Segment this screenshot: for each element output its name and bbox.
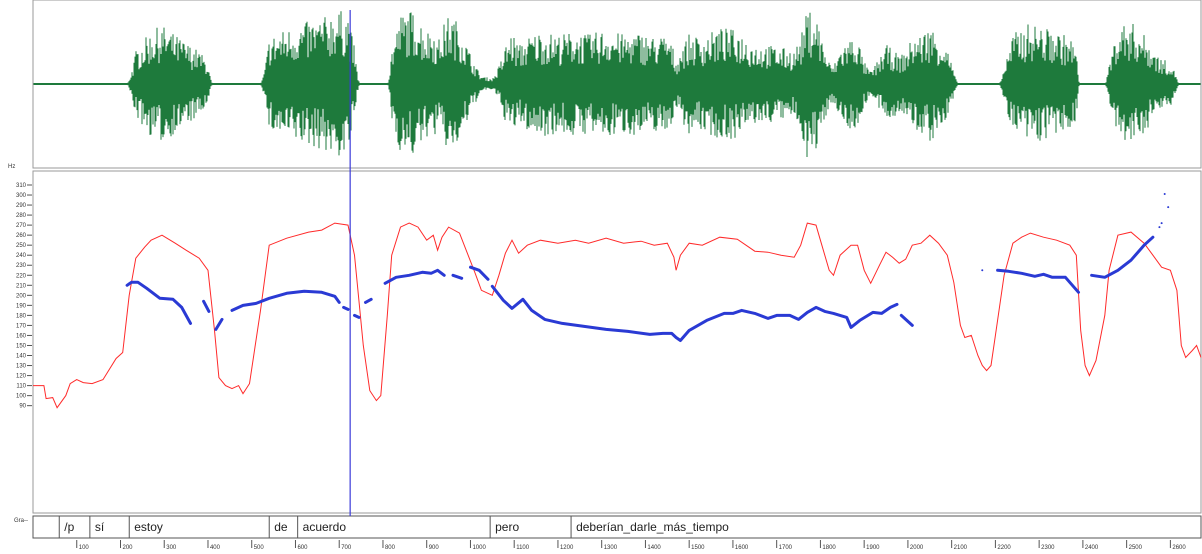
pitch-panel[interactable]: Hz 90 100 110 120 130 140 150 160 170 180 190 200 21… <box>8 164 1202 514</box>
pitch-point <box>1158 226 1161 229</box>
x-tick-label: 1100 <box>516 545 530 551</box>
y-tick-label: 90 <box>19 404 26 410</box>
x-tick-label: 200 <box>122 545 133 551</box>
x-tick-label: 1500 <box>691 545 705 551</box>
x-tick-label: 700 <box>341 545 352 551</box>
pitch-point <box>1167 206 1170 209</box>
pitch-segment <box>125 280 192 325</box>
pitch-point <box>1160 222 1163 225</box>
tier-frame <box>32 515 1202 539</box>
tier-interval-label[interactable]: pero <box>495 520 519 534</box>
x-tick-label: 1000 <box>472 545 486 551</box>
pitch-segment <box>353 313 361 319</box>
x-tick-label: 1900 <box>866 545 880 551</box>
y-tick-label: 110 <box>16 384 26 390</box>
pitch-contour <box>125 193 1170 342</box>
x-tick-label: 1300 <box>604 545 618 551</box>
tier-interval-label[interactable]: /p <box>64 520 74 534</box>
pitch-segment <box>230 289 341 312</box>
x-tick-label: 2000 <box>910 545 924 551</box>
waveform-panel[interactable] <box>32 0 1202 169</box>
pitch-point <box>1163 193 1166 196</box>
waveform-trace <box>33 11 1201 157</box>
y-tick-label: 120 <box>16 374 27 380</box>
x-tick-label: 2100 <box>954 545 968 551</box>
tier-label: Gra-- <box>14 518 28 524</box>
x-tick-label: 2400 <box>1085 545 1099 551</box>
pitch-segment <box>899 313 914 327</box>
x-tick-label: 1200 <box>560 545 574 551</box>
pitch-segment <box>1090 235 1155 279</box>
x-tick-label: 1400 <box>647 545 661 551</box>
pitch-segment <box>202 299 211 313</box>
tier-interval-label[interactable]: acuerdo <box>303 520 347 534</box>
x-tick-label: 600 <box>297 545 308 551</box>
x-tick-label: 800 <box>385 545 396 551</box>
pitch-segment <box>469 265 490 281</box>
y-tick-label: 220 <box>16 273 27 279</box>
y-tick-label: 190 <box>16 303 27 309</box>
y-tick-label: 270 <box>16 223 27 229</box>
annotation-tier[interactable]: Gra-- /p sí estoy de acuerdo pero deberían_dar… <box>14 515 1202 539</box>
y-tick-label: 100 <box>16 394 27 400</box>
x-tick-label: 1600 <box>735 545 749 551</box>
tier-interval-label[interactable]: sí <box>95 520 105 534</box>
y-tick-label: 160 <box>16 333 27 339</box>
y-tick-label: 140 <box>16 354 27 360</box>
y-tick-label: 150 <box>16 343 27 349</box>
pitch-segment <box>451 273 464 280</box>
y-tick-label: 260 <box>16 233 27 239</box>
y-tick-label: 200 <box>16 293 27 299</box>
y-axis: 90 100 110 120 130 140 150 160 170 180 190 200 210 22… <box>16 183 32 410</box>
pitch-segment <box>214 317 224 331</box>
time-axis: 100 200 300 400 500 600 700 800 900 1000 1100 1200 1… <box>76 540 1186 551</box>
y-tick-label: 280 <box>16 213 27 219</box>
x-tick-label: 300 <box>166 545 177 551</box>
tier-interval-label[interactable]: de <box>274 520 288 534</box>
y-tick-label: 180 <box>16 313 27 319</box>
intensity-curve <box>33 222 1202 409</box>
y-tick-label: 250 <box>16 243 27 249</box>
pitch-segment <box>342 305 350 311</box>
x-tick-label: 2300 <box>1041 545 1055 551</box>
x-tick-label: 1800 <box>822 545 836 551</box>
x-tick-label: 500 <box>254 545 265 551</box>
y-tick-label: 300 <box>16 193 27 199</box>
pitch-segment <box>364 297 373 304</box>
pitch-segment <box>383 268 446 285</box>
y-tick-label: 130 <box>16 364 27 370</box>
x-tick-label: 2600 <box>1172 545 1186 551</box>
y-tick-label: 240 <box>16 253 27 259</box>
y-tick-label: 230 <box>16 263 27 269</box>
y-tick-label: 210 <box>16 283 27 289</box>
y-tick-label: 170 <box>16 323 27 329</box>
x-tick-label: 900 <box>429 545 440 551</box>
x-tick-label: 400 <box>210 545 221 551</box>
x-tick-label: 1700 <box>779 545 793 551</box>
pitch-segment <box>996 268 1080 294</box>
y-tick-label: 310 <box>16 183 27 189</box>
pitch-segment <box>490 284 899 342</box>
tier-interval-label[interactable]: deberían_darle_más_tiempo <box>576 520 729 534</box>
x-tick-label: 2500 <box>1129 545 1143 551</box>
x-tick-label: 100 <box>79 545 90 551</box>
x-tick-label: 2200 <box>997 545 1011 551</box>
y-axis-unit-label: Hz <box>8 164 15 170</box>
tier-interval-label[interactable]: estoy <box>134 520 163 534</box>
pitch-point <box>981 269 984 272</box>
pitch-frame <box>32 170 1202 514</box>
y-tick-label: 290 <box>16 203 27 209</box>
